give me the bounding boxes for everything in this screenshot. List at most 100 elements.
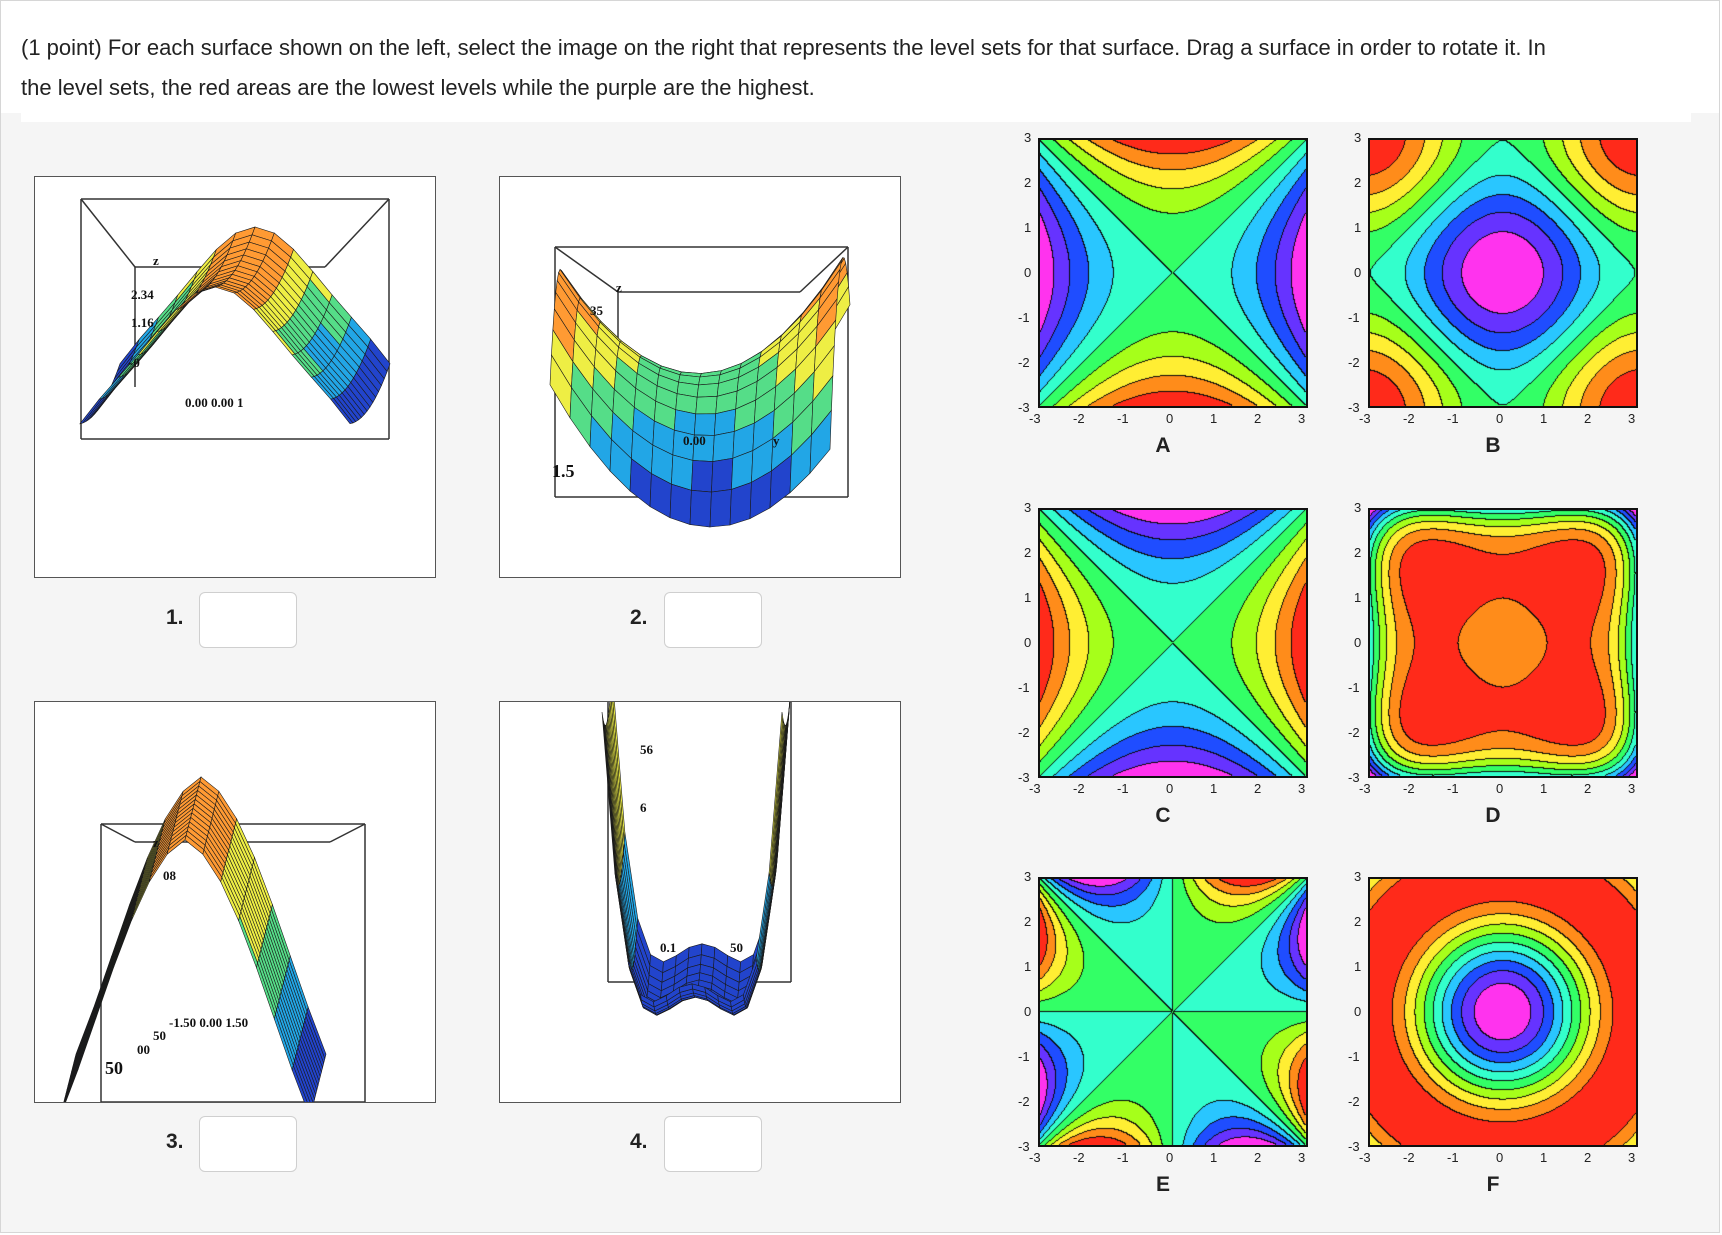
surface-patch [79,397,103,425]
problem-prompt: (1 point) For each surface shown on the … [21,22,1691,122]
surface-graphic: z 2.34 1.16 -0 0.00 0.00 1 [79,198,391,440]
x-tick-label: 1 [1540,411,1548,426]
x-tick-label: 2 [1254,411,1262,426]
answer-input-1[interactable] [199,592,297,648]
x-tick-label: 2 [1584,411,1592,426]
level-set-canvas [1370,879,1636,1145]
y-tick-label: 2 [1354,914,1362,929]
answer-input-2[interactable] [664,592,762,648]
surface-axis-label: 50 [153,1028,166,1043]
surface-plot-4[interactable]: 56 6 0.1 50 [499,701,901,1103]
surface-plot-1[interactable]: z 2.34 1.16 -0 0.00 0.00 1 [34,176,436,578]
surface-patch [713,408,737,436]
level-set-D: -3 -3 -2 -2 -1 -1 0 0 1 1 2 2 3 3 D [1348,498,1678,828]
y-tick-label: -1 [1348,310,1360,325]
plot-frame-line [554,246,619,293]
x-tick-label: 1 [1210,1150,1218,1165]
surface-patch [729,481,752,526]
level-set-canvas [1040,879,1306,1145]
y-tick-label: 3 [1354,869,1362,884]
level-set-plot [1038,138,1308,408]
x-tick-label: 2 [1254,1150,1262,1165]
level-set-A: -3 -3 -2 -2 -1 -1 0 0 1 1 2 2 3 3 A [1018,128,1348,458]
y-tick-label: -3 [1348,1139,1360,1154]
surface-axis-label: z [153,835,159,850]
plot-frame-line [100,823,136,843]
plot-frame-line [329,823,366,843]
level-set-canvas [1370,140,1636,406]
x-tick-label: 3 [1628,411,1636,426]
surface-patch [709,489,732,528]
surface-patch [695,396,718,415]
y-tick-label: -2 [1018,1094,1030,1109]
y-tick-label: -1 [1348,1049,1360,1064]
surface-plot-3[interactable]: z 08 -1.50 0.00 1.50 50 00 50 [34,701,436,1103]
y-tick-label: 3 [1024,869,1032,884]
y-tick-label: 3 [1024,130,1032,145]
y-tick-label: -2 [1348,1094,1360,1109]
y-tick-label: -1 [1018,1049,1030,1064]
surface-patch [809,409,832,475]
x-tick-label: -2 [1403,1150,1415,1165]
answer-label-2: 2. [630,606,648,629]
y-tick-label: 2 [1354,545,1362,560]
level-set-caption: B [1485,434,1501,457]
level-set-plot [1038,877,1308,1147]
surface-axis-label: 56 [640,742,654,757]
y-tick-label: -3 [1018,1139,1030,1154]
x-tick-label: 1 [1210,781,1218,796]
surface-axis-label: 0.00 0.00 1 [185,395,244,410]
y-tick-label: 3 [1024,500,1032,515]
y-tick-label: 2 [1024,175,1032,190]
surface-patch [291,1064,308,1102]
level-set-canvas [1040,140,1306,406]
y-tick-label: -3 [1348,400,1360,415]
surface-axis-label: 50 [730,940,743,955]
x-tick-label: 3 [1628,781,1636,796]
x-tick-label: 2 [1584,1150,1592,1165]
y-tick-label: -3 [1018,400,1030,415]
surface-patch [669,483,692,525]
y-tick-label: 0 [1024,635,1032,650]
x-tick-label: 1 [1210,411,1218,426]
y-tick-label: 0 [1024,1004,1032,1019]
x-tick-label: 3 [1298,1150,1306,1165]
surface-patch [696,383,719,398]
x-tick-label: -3 [1029,781,1041,796]
surface-axis-label: -0 [129,355,140,370]
y-tick-label: 0 [1354,635,1362,650]
prompt-line-2: the level sets, the red areas are the lo… [21,75,815,100]
x-tick-label: 0 [1496,1150,1504,1165]
y-tick-label: -3 [1348,770,1360,785]
surface-axis-label: z [616,280,622,295]
answer-input-4[interactable] [664,1116,762,1172]
y-tick-label: 3 [1354,500,1362,515]
x-tick-label: -3 [1359,411,1371,426]
surface-plot-2[interactable]: z 35 0.00 y 1.5 [499,176,901,578]
surface-axis-label: 1.5 [552,461,575,481]
y-tick-label: -3 [1018,770,1030,785]
y-tick-label: 0 [1354,265,1362,280]
surface-patch [98,375,123,400]
y-tick-label: 1 [1354,959,1362,974]
x-tick-label: 0 [1496,411,1504,426]
x-tick-label: 0 [1496,781,1504,796]
x-tick-label: -1 [1447,411,1459,426]
plot-frame-line [799,246,849,293]
x-tick-label: -2 [1073,411,1085,426]
level-set-caption: A [1155,434,1171,457]
surface-patch [711,457,734,493]
y-tick-label: -1 [1018,680,1030,695]
x-tick-label: -1 [1447,1150,1459,1165]
level-set-C: -3 -3 -2 -2 -1 -1 0 0 1 1 2 2 3 3 C [1018,498,1348,828]
surface-patch [95,962,116,1019]
y-tick-label: 2 [1024,914,1032,929]
answer-input-3[interactable] [199,1116,297,1172]
y-tick-label: -2 [1348,725,1360,740]
y-tick-label: 1 [1354,220,1362,235]
x-tick-label: -3 [1029,411,1041,426]
x-tick-label: 0 [1166,781,1174,796]
surface-patch [757,881,772,971]
y-tick-label: 1 [1024,590,1032,605]
surface-patch [63,1051,83,1102]
